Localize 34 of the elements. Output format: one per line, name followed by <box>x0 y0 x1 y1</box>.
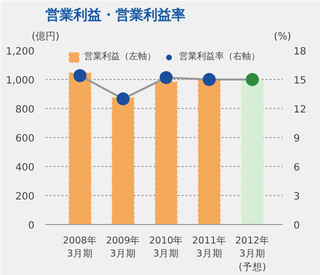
legend-label: 営業利益率（右軸） <box>179 50 260 63</box>
y2-tick-label: 15 <box>294 76 306 86</box>
y2-tick-label: 18 <box>294 46 306 58</box>
y-tick-label: 400 <box>15 162 35 174</box>
x-tick-label: 2009年 3月期 <box>106 234 140 260</box>
y2-tick-label: 3 <box>294 192 300 202</box>
point <box>160 71 173 84</box>
legend-label: 営業利益（左軸） <box>84 50 156 63</box>
y2-tick-label: 0 <box>294 220 300 232</box>
y-axis-title: (億円) <box>32 30 60 42</box>
y-tick-label: 800 <box>15 104 35 116</box>
y-tick-label: 600 <box>15 134 35 144</box>
bar <box>112 97 134 224</box>
x-tick-label: 2008年 3月期 <box>62 234 98 260</box>
bar <box>154 81 178 224</box>
y-tick-label: 1,200 <box>6 46 35 58</box>
y2-tick-label: 6 <box>294 162 300 174</box>
x-tick-label: 2011年 3月期 <box>192 234 226 260</box>
chart-title: 営業利益・営業利益率 <box>46 6 186 24</box>
y2-tick-label: 12 <box>294 104 306 116</box>
bar <box>198 80 221 224</box>
bar <box>241 80 264 224</box>
y-tick-label: 200 <box>15 192 35 202</box>
point <box>202 73 216 86</box>
point <box>246 73 259 86</box>
y-tick-label: 1,000 <box>6 76 35 86</box>
bar <box>68 72 92 224</box>
y-tick-label: 0 <box>28 220 35 232</box>
point <box>73 69 86 82</box>
point <box>116 92 130 106</box>
y2-axis-title: (%) <box>274 32 292 42</box>
y2-tick-label: 9 <box>294 134 300 144</box>
x-tick-label: 2012年 3月期 (予想) <box>235 234 270 273</box>
x-tick-label: 2010年 3月期 <box>149 234 184 260</box>
